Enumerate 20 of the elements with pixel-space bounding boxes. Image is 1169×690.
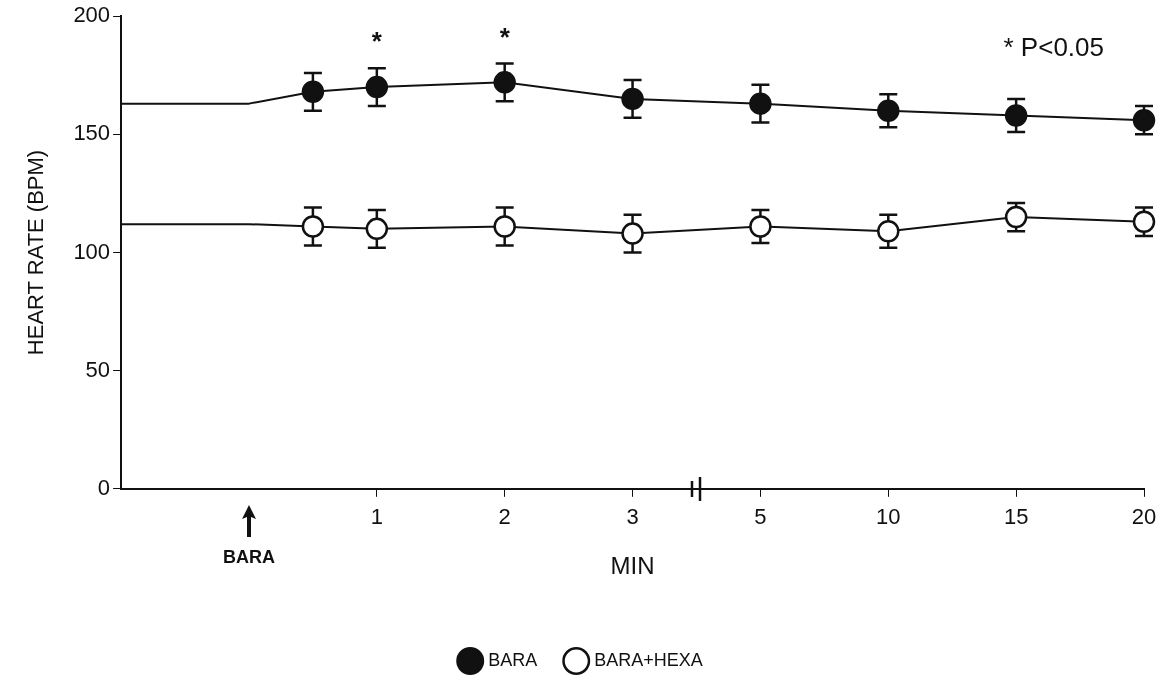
x-tick-label: 5 (754, 504, 767, 530)
y-tick-label: 150 (73, 120, 111, 146)
y-axis-title: HEART RATE (BPM) (23, 149, 49, 356)
x-tick-label: 2 (498, 504, 511, 530)
legend-label: BARA+HEXA (594, 649, 703, 670)
annotation: * (371, 26, 383, 57)
x-tick-label: 1 (370, 504, 383, 530)
x-tick-label: 3 (626, 504, 639, 530)
annotation: * P<0.05 (1003, 32, 1104, 63)
y-tick-label: 200 (73, 2, 111, 28)
x-tick-label: 20 (1131, 504, 1157, 530)
x-tick-label: 15 (1003, 504, 1029, 530)
y-tick-label: 50 (85, 356, 111, 382)
x-axis-title: MIN (610, 552, 655, 580)
x-tick-label: 10 (876, 504, 901, 530)
text: BARA (222, 546, 275, 567)
annotation: * (499, 21, 511, 52)
legend-label: BARA (488, 649, 538, 670)
y-tick-label: 0 (97, 474, 111, 500)
y-tick-label: 100 (73, 238, 111, 264)
